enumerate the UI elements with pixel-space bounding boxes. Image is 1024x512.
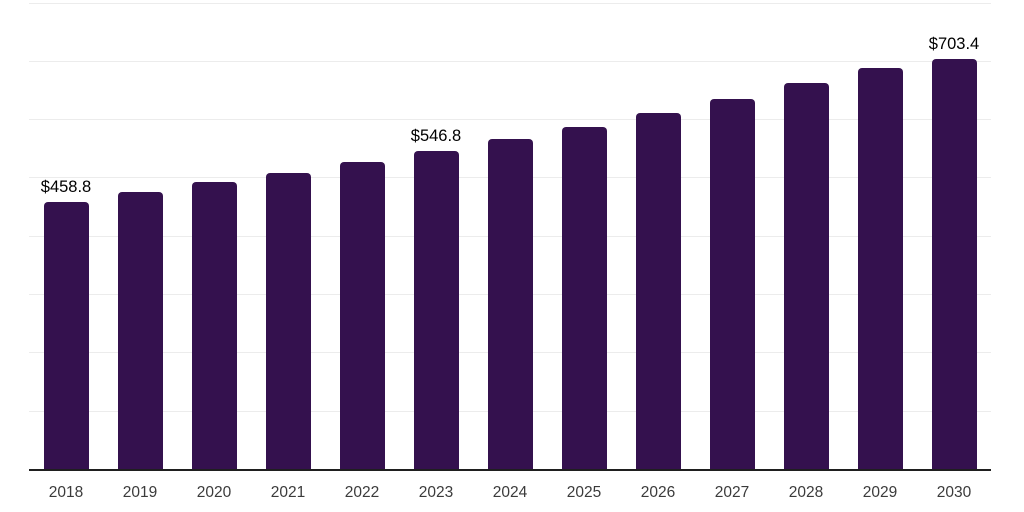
bar-value-label-2030: $703.4	[928, 35, 980, 54]
bar-2023	[413, 150, 459, 470]
x-tick-label-2027: 2027	[714, 484, 750, 501]
x-tick-label-2029: 2029	[862, 484, 898, 501]
bar-2024	[487, 138, 533, 470]
x-tick-label-2022: 2022	[344, 484, 380, 501]
bar-2021	[265, 172, 311, 470]
x-tick-label-2023: 2023	[418, 484, 454, 501]
bar-2030	[931, 59, 977, 470]
bar-value-label-2018: $458.8	[40, 177, 92, 196]
x-tick-label-2025: 2025	[566, 484, 602, 501]
bar-2025	[561, 126, 607, 470]
bar-2018	[43, 201, 89, 470]
x-tick-label-2018: 2018	[48, 484, 84, 501]
x-axis-line	[29, 468, 991, 471]
gridline-700	[29, 60, 991, 62]
gridline-600	[29, 119, 991, 121]
bar-2019	[117, 191, 163, 470]
x-tick-label-2026: 2026	[640, 484, 676, 501]
x-tick-label-2020: 2020	[196, 484, 232, 501]
bar-2022	[339, 161, 385, 470]
x-tick-label-2021: 2021	[270, 484, 306, 501]
x-tick-label-2028: 2028	[788, 484, 824, 501]
x-tick-label-2030: 2030	[936, 484, 972, 501]
gridline-800	[29, 2, 991, 4]
bar-2028	[783, 82, 829, 470]
x-tick-label-2019: 2019	[122, 484, 158, 501]
bar-2029	[857, 68, 903, 470]
bar-2026	[635, 112, 681, 470]
bar-2027	[709, 98, 755, 470]
x-tick-label-2024: 2024	[492, 484, 528, 501]
bar-2020	[191, 182, 237, 470]
bar-value-label-2023: $546.8	[410, 126, 462, 145]
